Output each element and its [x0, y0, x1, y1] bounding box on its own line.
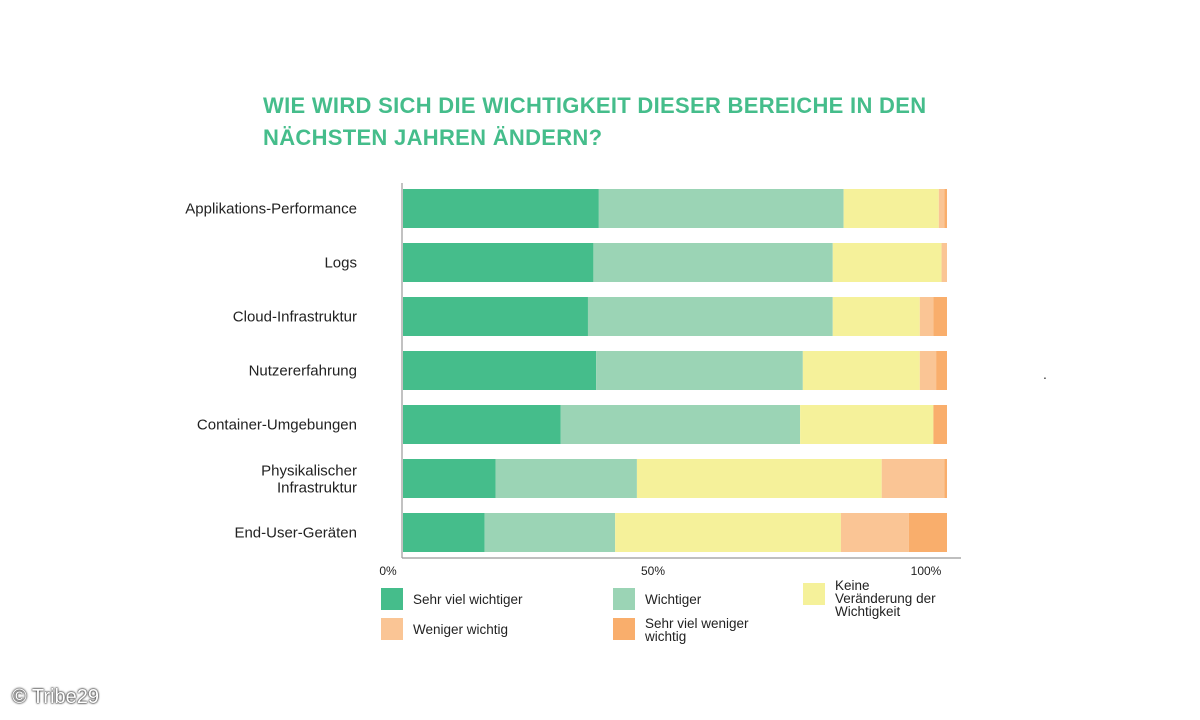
bar-physikalischer-infrastruktur-sehr-viel-wichtiger [403, 459, 496, 498]
bar-cloud-infrastruktur-weniger-wichtig [919, 297, 934, 336]
image-credit: © Tribe29 [12, 686, 100, 708]
stray-mark: . [1043, 366, 1047, 382]
bar-physikalischer-infrastruktur-weniger-wichtig [881, 459, 945, 498]
bar-container-umgebungen-sehr-viel-wichtiger [403, 405, 561, 444]
category-label-nutzererfahrung: Nutzererfahrung [249, 363, 357, 380]
bar-cloud-infrastruktur-sehr-viel-wichtiger [403, 297, 588, 336]
category-label-cloud-infrastruktur: Cloud-Infrastruktur [233, 309, 357, 326]
legend-label-sehr-viel-wichtiger: Sehr viel wichtiger [413, 592, 523, 607]
chart-title: WIE WIRD SICH DIE WICHTIGKEIT DIESER BER… [263, 93, 927, 150]
legend-label-sehr-viel-weniger-wichtig: Sehr viel weniger wichtig [644, 616, 749, 644]
bar-physikalischer-infrastruktur-sehr-viel-weniger-wichtig [944, 459, 947, 498]
bar-end-user-geraeten-sehr-viel-wichtiger [403, 513, 485, 552]
bar-physikalischer-infrastruktur-wichtiger [495, 459, 637, 498]
category-label-end-user-geraeten: End-User-Geräten [234, 525, 357, 542]
legend-label-keine-veraenderung-der-wichtigkeit: Keine Veränderung der Wichtigkeit [835, 578, 936, 619]
x-tick-label: 100% [911, 564, 942, 578]
bar-applikations-performance-wichtiger [598, 189, 844, 228]
bars-group [403, 189, 947, 552]
bar-logs-weniger-wichtig [941, 243, 947, 282]
bar-applikations-performance-keine-veraenderung-der-wichtigkeit [843, 189, 939, 228]
x-tick-label: 50% [641, 564, 665, 578]
bar-logs-wichtiger [593, 243, 833, 282]
bar-cloud-infrastruktur-keine-veraenderung-der-wichtigkeit [832, 297, 920, 336]
bar-nutzererfahrung-keine-veraenderung-der-wichtigkeit [802, 351, 920, 390]
bar-end-user-geraeten-wichtiger [484, 513, 616, 552]
category-labels: Applikations-Performance Logs Cloud-Infras… [185, 201, 357, 542]
category-label-applikations-performance: Applikations-Performance [185, 201, 357, 218]
legend: Sehr viel wichtiger Wichtiger Keine Verände… [381, 578, 936, 644]
bar-container-umgebungen-sehr-viel-weniger-wichtig [933, 405, 947, 444]
bar-applikations-performance-sehr-viel-weniger-wichtig [944, 189, 947, 228]
bar-end-user-geraeten-weniger-wichtig [840, 513, 909, 552]
bar-physikalischer-infrastruktur-keine-veraenderung-der-wichtigkeit [636, 459, 882, 498]
bar-container-umgebungen-wichtiger [560, 405, 801, 444]
legend-swatch-sehr-viel-weniger-wichtig [613, 618, 635, 640]
x-tick-label: 0% [379, 564, 397, 578]
bar-nutzererfahrung-wichtiger [596, 351, 803, 390]
bar-logs-keine-veraenderung-der-wichtigkeit [832, 243, 942, 282]
bar-cloud-infrastruktur-wichtiger [587, 297, 833, 336]
bar-end-user-geraeten-sehr-viel-weniger-wichtig [908, 513, 947, 552]
bar-logs-sehr-viel-wichtiger [403, 243, 594, 282]
category-label-physikalischer-infrastruktur: Physikalischer Infrastruktur [261, 463, 357, 497]
legend-label-wichtiger: Wichtiger [645, 592, 702, 607]
bar-cloud-infrastruktur-sehr-viel-weniger-wichtig [933, 297, 947, 336]
tick-labels: 0% 50% 100% [379, 564, 941, 578]
legend-swatch-keine-veraenderung-der-wichtigkeit [803, 583, 825, 605]
legend-swatch-weniger-wichtig [381, 618, 403, 640]
category-label-logs: Logs [324, 255, 357, 272]
legend-label-weniger-wichtig: Weniger wichtig [413, 622, 508, 637]
bar-end-user-geraeten-keine-veraenderung-der-wichtigkeit [615, 513, 841, 552]
category-label-container-umgebungen: Container-Umgebungen [197, 417, 357, 434]
axes-group [401, 183, 961, 559]
bar-nutzererfahrung-sehr-viel-wichtiger [403, 351, 597, 390]
legend-swatch-sehr-viel-wichtiger [381, 588, 403, 610]
bar-container-umgebungen-keine-veraenderung-der-wichtigkeit [800, 405, 934, 444]
legend-swatch-wichtiger [613, 588, 635, 610]
bar-nutzererfahrung-weniger-wichtig [919, 351, 937, 390]
bar-applikations-performance-sehr-viel-wichtiger [403, 189, 599, 228]
bar-applikations-performance-weniger-wichtig [938, 189, 945, 228]
bar-nutzererfahrung-sehr-viel-weniger-wichtig [936, 351, 947, 390]
